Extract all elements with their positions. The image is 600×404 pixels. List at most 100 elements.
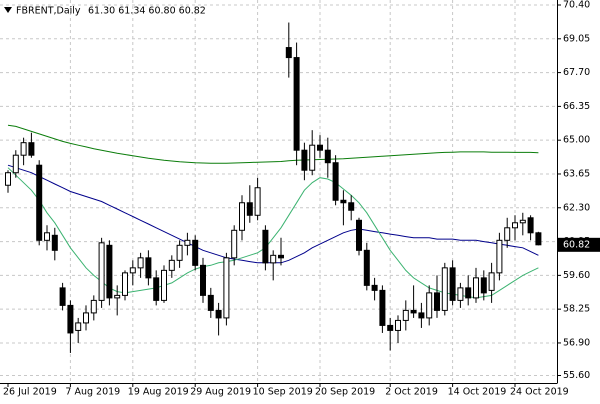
candle-body bbox=[535, 232, 542, 246]
candle-body bbox=[434, 292, 440, 311]
candle-body bbox=[278, 254, 284, 259]
candle-body bbox=[114, 294, 121, 299]
candle-body bbox=[504, 227, 511, 241]
x-tick-label: 19 Aug 2019 bbox=[128, 387, 189, 398]
candles bbox=[5, 22, 542, 353]
candle-body bbox=[231, 229, 238, 259]
candle-body bbox=[122, 272, 128, 296]
axes: 70.4069.0567.7066.3565.0063.6562.3060.95… bbox=[3, 0, 600, 398]
y-tick-label: 69.05 bbox=[563, 33, 590, 44]
y-tick-label: 66.35 bbox=[563, 101, 590, 112]
candle-body bbox=[309, 144, 316, 171]
menu-arrow[interactable] bbox=[4, 7, 12, 13]
x-tick-label: 24 Oct 2019 bbox=[510, 387, 569, 398]
candle-body bbox=[332, 162, 339, 201]
candle-body bbox=[410, 309, 417, 314]
candle-body bbox=[317, 144, 323, 151]
candle-body bbox=[176, 244, 183, 261]
x-tick-label: 10 Sep 2019 bbox=[253, 387, 313, 398]
candle-body bbox=[379, 289, 386, 326]
candle-body bbox=[5, 172, 11, 186]
candle-body bbox=[184, 239, 191, 246]
x-tick-label: 7 Aug 2019 bbox=[65, 387, 120, 398]
candle-body bbox=[223, 257, 230, 319]
candle-body bbox=[192, 239, 199, 266]
candle-body bbox=[129, 267, 136, 274]
candle-body bbox=[44, 232, 50, 241]
candle-body bbox=[137, 257, 144, 269]
candle-body bbox=[90, 299, 97, 314]
candle-body bbox=[465, 287, 472, 299]
candle-body bbox=[519, 219, 526, 224]
y-tick-label: 65.00 bbox=[563, 135, 590, 146]
candle-body bbox=[457, 287, 464, 301]
candle-body bbox=[324, 149, 331, 164]
y-tick-label: 67.70 bbox=[563, 67, 590, 78]
candle-body bbox=[51, 234, 58, 251]
candle-body bbox=[293, 57, 300, 151]
candle-body bbox=[254, 187, 261, 216]
candle-body bbox=[161, 269, 167, 301]
candle-body bbox=[340, 199, 347, 204]
y-tick-label: 70.40 bbox=[563, 0, 590, 11]
candle-body bbox=[395, 319, 401, 331]
candle-body bbox=[262, 229, 269, 264]
last-price-box bbox=[557, 237, 600, 252]
candle-body bbox=[106, 244, 113, 299]
candle-body bbox=[67, 304, 74, 334]
x-tick-label: 20 Sep 2019 bbox=[315, 387, 375, 398]
y-tick-label: 56.90 bbox=[563, 337, 590, 348]
x-tick-label: 14 Oct 2019 bbox=[448, 387, 507, 398]
y-tick-label: 62.30 bbox=[563, 202, 590, 213]
candle-body bbox=[168, 259, 175, 271]
candle-body bbox=[387, 324, 394, 331]
candle-body bbox=[418, 312, 425, 319]
candle-body bbox=[371, 284, 378, 291]
moving-average-line bbox=[7, 124, 539, 164]
candle-body bbox=[488, 272, 495, 291]
candle-body bbox=[449, 267, 456, 301]
x-tick-label: 2 Oct 2019 bbox=[385, 387, 438, 398]
candle-body bbox=[98, 242, 105, 301]
y-tick-label: 59.60 bbox=[563, 270, 590, 281]
candle-body bbox=[402, 309, 409, 321]
x-tick-label: 26 Jul 2019 bbox=[3, 387, 57, 398]
ohlc-info: 61.30 61.34 60.80 60.82 bbox=[88, 6, 206, 17]
candle-body bbox=[348, 202, 355, 211]
candle-body bbox=[270, 254, 277, 264]
candle-body bbox=[59, 287, 66, 306]
candle-body bbox=[246, 202, 253, 216]
candle-body bbox=[473, 277, 479, 299]
candle-body bbox=[28, 142, 35, 156]
chart-title: FBRENT,Daily bbox=[16, 6, 81, 17]
candle-body bbox=[426, 292, 433, 319]
y-tick-label: 55.60 bbox=[563, 370, 590, 381]
candle-body bbox=[496, 239, 503, 274]
candle-body bbox=[239, 202, 245, 231]
candle-body bbox=[207, 294, 214, 311]
candle-body bbox=[75, 322, 82, 331]
candle-body bbox=[527, 217, 534, 234]
y-tick-label: 58.25 bbox=[563, 304, 590, 315]
candle-body bbox=[441, 267, 448, 311]
candle-body bbox=[12, 154, 19, 174]
candle-body bbox=[20, 142, 27, 156]
candle-body bbox=[301, 149, 308, 171]
candle-body bbox=[215, 309, 222, 319]
candle-body bbox=[36, 164, 43, 241]
candle-body bbox=[363, 249, 370, 286]
candle-body bbox=[512, 222, 518, 229]
candle-body bbox=[285, 47, 292, 59]
y-tick-label: 63.65 bbox=[563, 168, 590, 179]
candle-body bbox=[200, 264, 206, 296]
last-price-label: 60.82 bbox=[563, 239, 590, 250]
x-tick-label: 29 Aug 2019 bbox=[190, 387, 251, 398]
candle-body bbox=[480, 277, 487, 294]
candle-body bbox=[83, 312, 89, 324]
candle-body bbox=[145, 257, 152, 279]
candle-body bbox=[153, 277, 160, 301]
candle-body bbox=[356, 219, 362, 251]
